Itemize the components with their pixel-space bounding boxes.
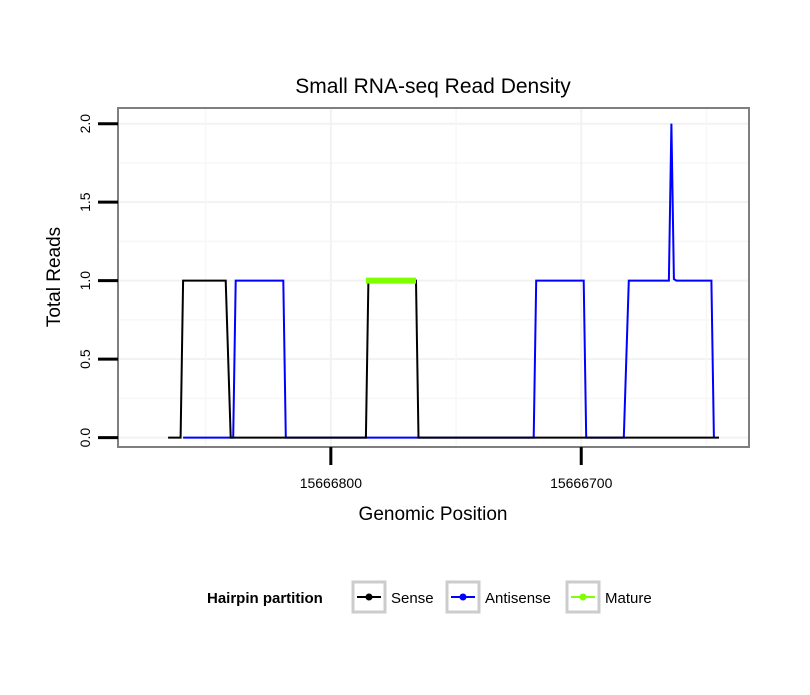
legend-item-antisense: Antisense: [445, 580, 551, 614]
legend-label: Sense: [391, 590, 434, 607]
axis-layer: 0.0 0.5 1.0 1.5 2.0 15666800 15666700: [77, 114, 613, 491]
legend-item-sense: Sense: [351, 580, 434, 614]
legend-key-marker: [579, 593, 587, 601]
legend-items: Sense Antisense Mature: [351, 580, 652, 614]
x-tick-label: 15666700: [550, 475, 613, 491]
x-axis-label: Genomic Position: [359, 504, 508, 525]
legend-label: Antisense: [485, 590, 551, 607]
legend-title: Hairpin partition: [207, 590, 323, 607]
y-tick-label: 1.5: [77, 192, 93, 212]
plot-frame: [117, 107, 750, 448]
chart-title: Small RNA-seq Read Density: [295, 75, 571, 98]
legend-label: Mature: [605, 590, 652, 607]
x-tick-label: 15666800: [300, 475, 363, 491]
y-tick-label: 1.0: [77, 271, 93, 291]
series-layer: [168, 123, 719, 439]
y-tick-label: 0.0: [77, 428, 93, 448]
legend-item-mature: Mature: [565, 580, 652, 614]
series-line-antisense: [183, 123, 715, 439]
legend: Hairpin partition Sense Antisense Mature: [207, 580, 652, 614]
grid-layer: [118, 108, 749, 447]
y-tick-label: 0.5: [77, 349, 93, 369]
y-tick-label: 2.0: [77, 114, 93, 134]
y-axis-label: Total Reads: [44, 227, 65, 327]
legend-key-marker: [365, 593, 373, 601]
legend-key-marker: [459, 593, 467, 601]
series-line-sense: [168, 279, 719, 439]
